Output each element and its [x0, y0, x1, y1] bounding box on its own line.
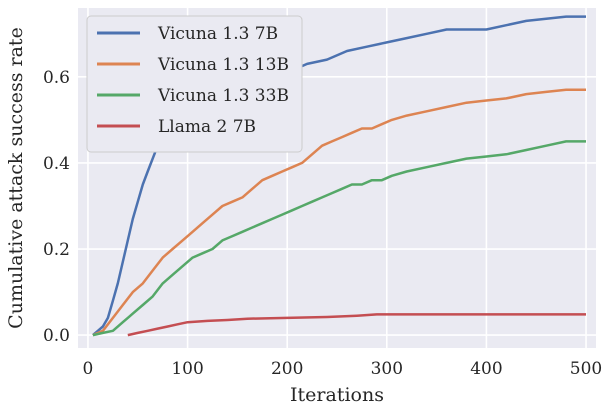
legend-entry: Vicuna 1.3 7B: [97, 24, 278, 44]
y-axis-label: Cumulative attack success rate: [5, 27, 27, 329]
x-tick-label: 200: [271, 359, 303, 379]
y-tick-label: 0.0: [43, 326, 70, 346]
x-axis-label: Iterations: [290, 384, 384, 406]
legend: Vicuna 1.3 7B Vicuna 1.3 13B Vicuna 1.3 …: [86, 15, 303, 153]
x-tick-label: 300: [371, 359, 403, 379]
x-tick-label: 100: [171, 359, 203, 379]
legend-label: Vicuna 1.3 33B: [157, 86, 289, 106]
legend-entry: Vicuna 1.3 33B: [97, 86, 289, 106]
legend-entry: Llama 2 7B: [97, 117, 256, 137]
y-tick-label: 0.4: [43, 154, 70, 174]
legend-label: Vicuna 1.3 13B: [157, 55, 289, 75]
y-tick-labels: 0.0 0.2 0.4 0.6: [43, 68, 70, 346]
series-line: [92, 140, 586, 337]
y-tick-label: 0.6: [43, 68, 70, 88]
legend-label: Vicuna 1.3 7B: [157, 24, 278, 44]
x-tick-label: 500: [570, 359, 602, 379]
legend-box: [86, 15, 303, 153]
x-tick-label: 400: [470, 359, 502, 379]
series-line: [92, 88, 586, 337]
legend-entry: Vicuna 1.3 13B: [97, 55, 289, 75]
x-tick-labels: 0 100 200 300 400 500: [83, 359, 603, 379]
legend-label: Llama 2 7B: [158, 117, 256, 137]
x-tick-label: 0: [83, 359, 94, 379]
series-line: [127, 313, 586, 337]
y-tick-label: 0.2: [43, 240, 70, 260]
